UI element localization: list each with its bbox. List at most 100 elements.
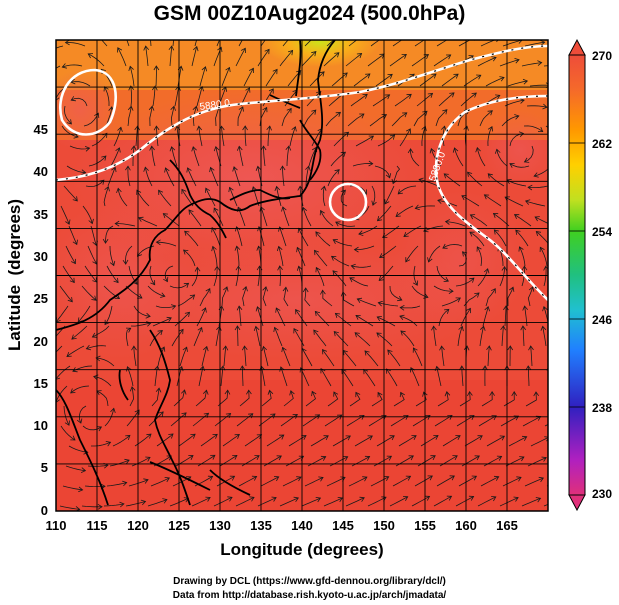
streamline-arrow — [520, 325, 527, 331]
streamline — [363, 369, 376, 387]
streamline-arrow — [406, 93, 412, 99]
streamline — [174, 86, 180, 107]
streamline-arrow — [201, 307, 207, 313]
streamline — [96, 390, 109, 407]
streamline — [188, 209, 202, 227]
streamline-arrow — [407, 148, 414, 154]
streamline — [173, 389, 185, 407]
streamline — [349, 392, 361, 407]
streamline-arrow — [211, 245, 217, 252]
streamline — [542, 326, 547, 347]
streamline-arrow — [145, 312, 151, 319]
streamline-arrow — [377, 300, 383, 307]
streamline-arrow — [381, 415, 387, 420]
streamline-arrow — [377, 391, 383, 398]
streamline-arrow — [509, 163, 515, 168]
streamline — [129, 66, 135, 87]
streamline-arrow — [105, 441, 112, 447]
streamline — [304, 40, 312, 47]
streamline-arrow — [56, 374, 61, 380]
streamline — [281, 108, 292, 127]
streamline-arrow — [353, 246, 359, 253]
streamline-arrow — [81, 169, 87, 176]
streamline-arrow — [452, 147, 459, 153]
streamline — [530, 345, 533, 367]
streamline-arrow — [320, 185, 327, 191]
streamline-arrow — [143, 45, 150, 51]
streamline — [135, 126, 138, 147]
streamline — [400, 305, 421, 309]
streamline — [327, 169, 340, 187]
streamline-arrow — [134, 409, 140, 415]
streamline-arrow — [541, 456, 547, 462]
streamline-arrow — [378, 275, 384, 282]
streamline-arrow — [264, 48, 270, 55]
streamline — [131, 456, 151, 467]
streamline-arrow — [311, 109, 317, 115]
streamline-arrow — [203, 412, 210, 418]
streamline — [435, 109, 448, 127]
streamline-arrow — [211, 227, 217, 233]
streamline — [460, 92, 477, 107]
streamline — [257, 49, 270, 67]
streamline — [441, 73, 459, 87]
streamline-arrow — [117, 126, 123, 132]
streamline — [70, 81, 91, 87]
streamline — [478, 415, 497, 427]
streamline — [196, 307, 206, 327]
streamline-arrow — [296, 476, 302, 482]
streamline-arrow — [558, 417, 563, 421]
streamline-arrow — [340, 189, 346, 195]
streamline — [192, 412, 209, 427]
streamline-arrow — [71, 258, 76, 265]
streamline-arrow — [522, 305, 529, 311]
streamline — [309, 71, 325, 87]
streamline — [278, 246, 284, 267]
streamline — [66, 165, 86, 174]
streamline — [502, 476, 522, 487]
streamline-arrow — [235, 265, 242, 271]
streamline-arrow — [474, 292, 480, 298]
streamline — [461, 195, 480, 207]
x-tick-label: 155 — [414, 518, 436, 533]
streamline-arrow — [158, 411, 164, 417]
streamline-arrow — [64, 40, 70, 46]
streamline-arrow — [136, 189, 142, 195]
streamline — [109, 245, 115, 266]
streamline-arrow — [302, 287, 309, 293]
streamline — [326, 476, 346, 487]
streamline-arrow — [365, 73, 371, 79]
streamline — [213, 496, 233, 507]
streamline-arrow — [489, 390, 495, 397]
streamline-arrow — [471, 475, 478, 481]
streamline-arrow — [501, 265, 508, 271]
streamline — [327, 391, 339, 407]
streamline-arrow — [467, 390, 473, 397]
streamline-arrow — [385, 173, 392, 179]
streamline — [377, 134, 395, 147]
streamline — [66, 345, 85, 357]
streamline-arrow — [519, 98, 525, 104]
streamline — [524, 477, 544, 487]
streamline — [81, 285, 97, 301]
streamline-arrow — [358, 230, 364, 236]
streamline-arrow — [305, 165, 311, 171]
streamline — [391, 112, 408, 127]
streamline — [56, 385, 68, 403]
streamline-arrow — [406, 128, 411, 134]
streamline — [370, 476, 389, 487]
streamline-arrow — [430, 455, 436, 461]
streamline — [485, 288, 496, 307]
streamline-arrow — [431, 325, 437, 331]
streamline-arrow — [291, 126, 297, 132]
streamline-arrow — [511, 391, 518, 397]
streamline-arrow — [487, 110, 493, 116]
streamline — [320, 210, 334, 227]
streamline — [486, 435, 505, 447]
streamline-arrow — [213, 207, 219, 213]
streamline — [213, 266, 218, 287]
y-tick-label: 5 — [41, 460, 48, 475]
x-tick-label: 110 — [46, 518, 67, 533]
streamline — [191, 46, 198, 67]
streamline-arrow — [561, 478, 566, 483]
